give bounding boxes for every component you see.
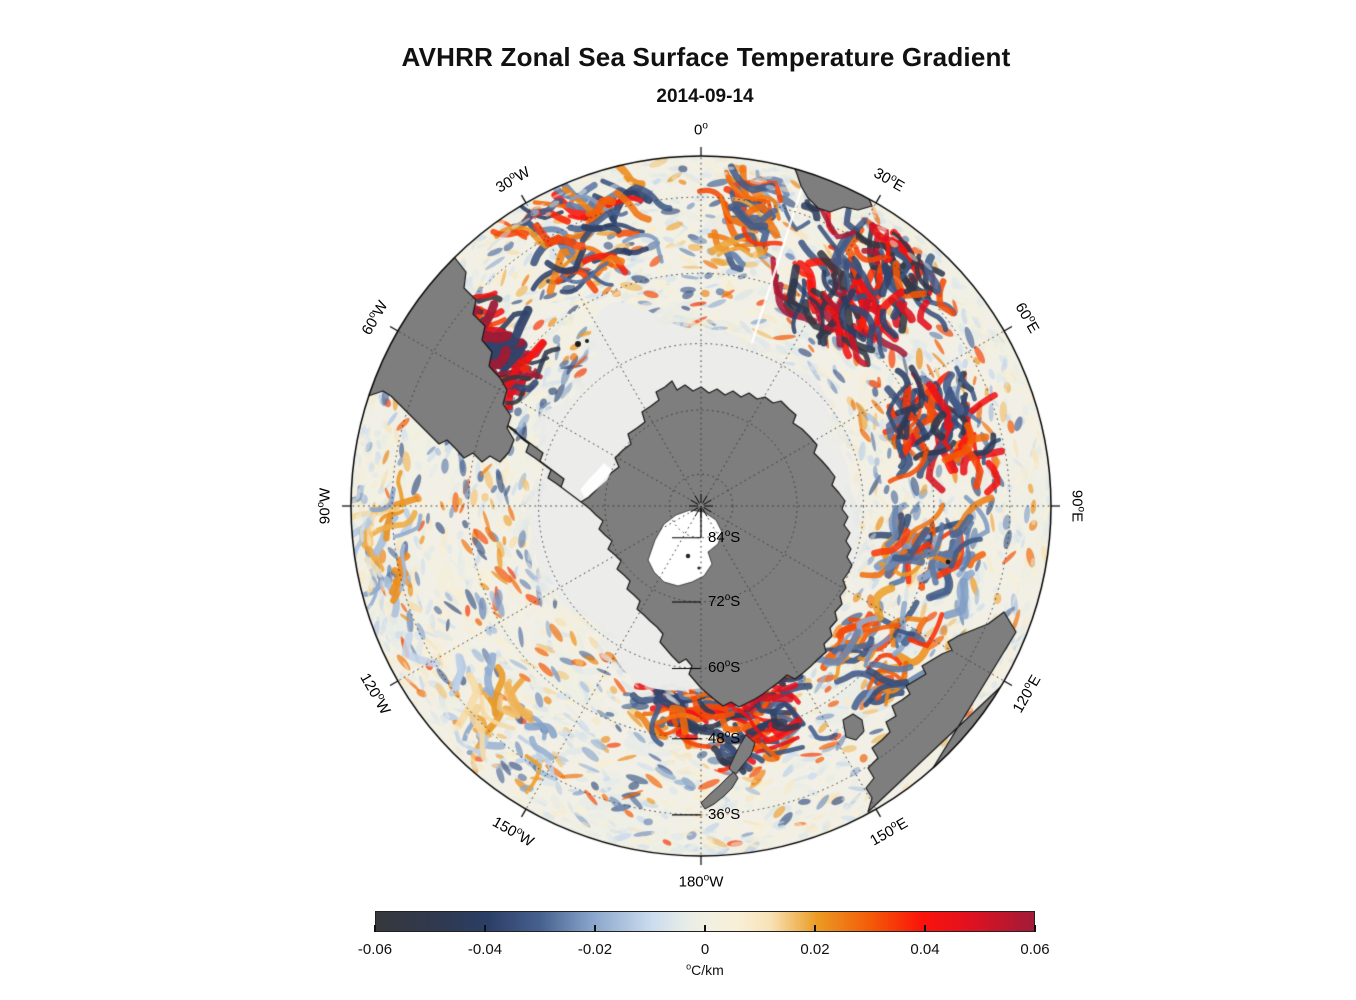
unit-text: C/km bbox=[691, 962, 724, 978]
colorbar-tick bbox=[924, 925, 926, 932]
colorbar-tick-label-0.04: 0.04 bbox=[910, 941, 940, 958]
lat-label-36S: 36oS bbox=[708, 804, 741, 823]
colorbar-tick bbox=[374, 925, 376, 932]
colorbar-tick bbox=[704, 925, 706, 932]
colorbar-tick bbox=[1034, 925, 1036, 932]
colorbar-tick-label--0.04: -0.04 bbox=[467, 941, 503, 958]
colorbar-unit-label: oC/km bbox=[686, 962, 724, 978]
colorbar-tick bbox=[484, 925, 486, 932]
lon-label-90W: 90oW bbox=[315, 487, 334, 525]
colorbar-tick bbox=[594, 925, 596, 932]
colorbar-tick-label--0.06: -0.06 bbox=[357, 941, 393, 958]
lon-label-0: 0o bbox=[694, 120, 708, 139]
lat-label-60S: 60oS bbox=[708, 658, 741, 677]
figure-title: AVHRR Zonal Sea Surface Temperature Grad… bbox=[401, 42, 1011, 72]
degree-symbol: o bbox=[686, 961, 692, 972]
colorbar-tick bbox=[814, 925, 816, 932]
figure-date: 2014-09-14 bbox=[656, 86, 754, 107]
lat-label-72S: 72oS bbox=[708, 592, 741, 611]
lon-label-90E: 90oE bbox=[1068, 489, 1087, 523]
colorbar-tick-label-0.02: 0.02 bbox=[800, 941, 830, 958]
lat-label-48S: 48oS bbox=[708, 728, 741, 747]
lat-label-84S: 84oS bbox=[708, 527, 741, 546]
colorbar-tick-label-0.06: 0.06 bbox=[1020, 941, 1050, 958]
colorbar-tick-label-0: 0 bbox=[700, 941, 710, 958]
colorbar-tick-label--0.02: -0.02 bbox=[577, 941, 613, 958]
lon-label-180W: 180oW bbox=[678, 872, 724, 891]
